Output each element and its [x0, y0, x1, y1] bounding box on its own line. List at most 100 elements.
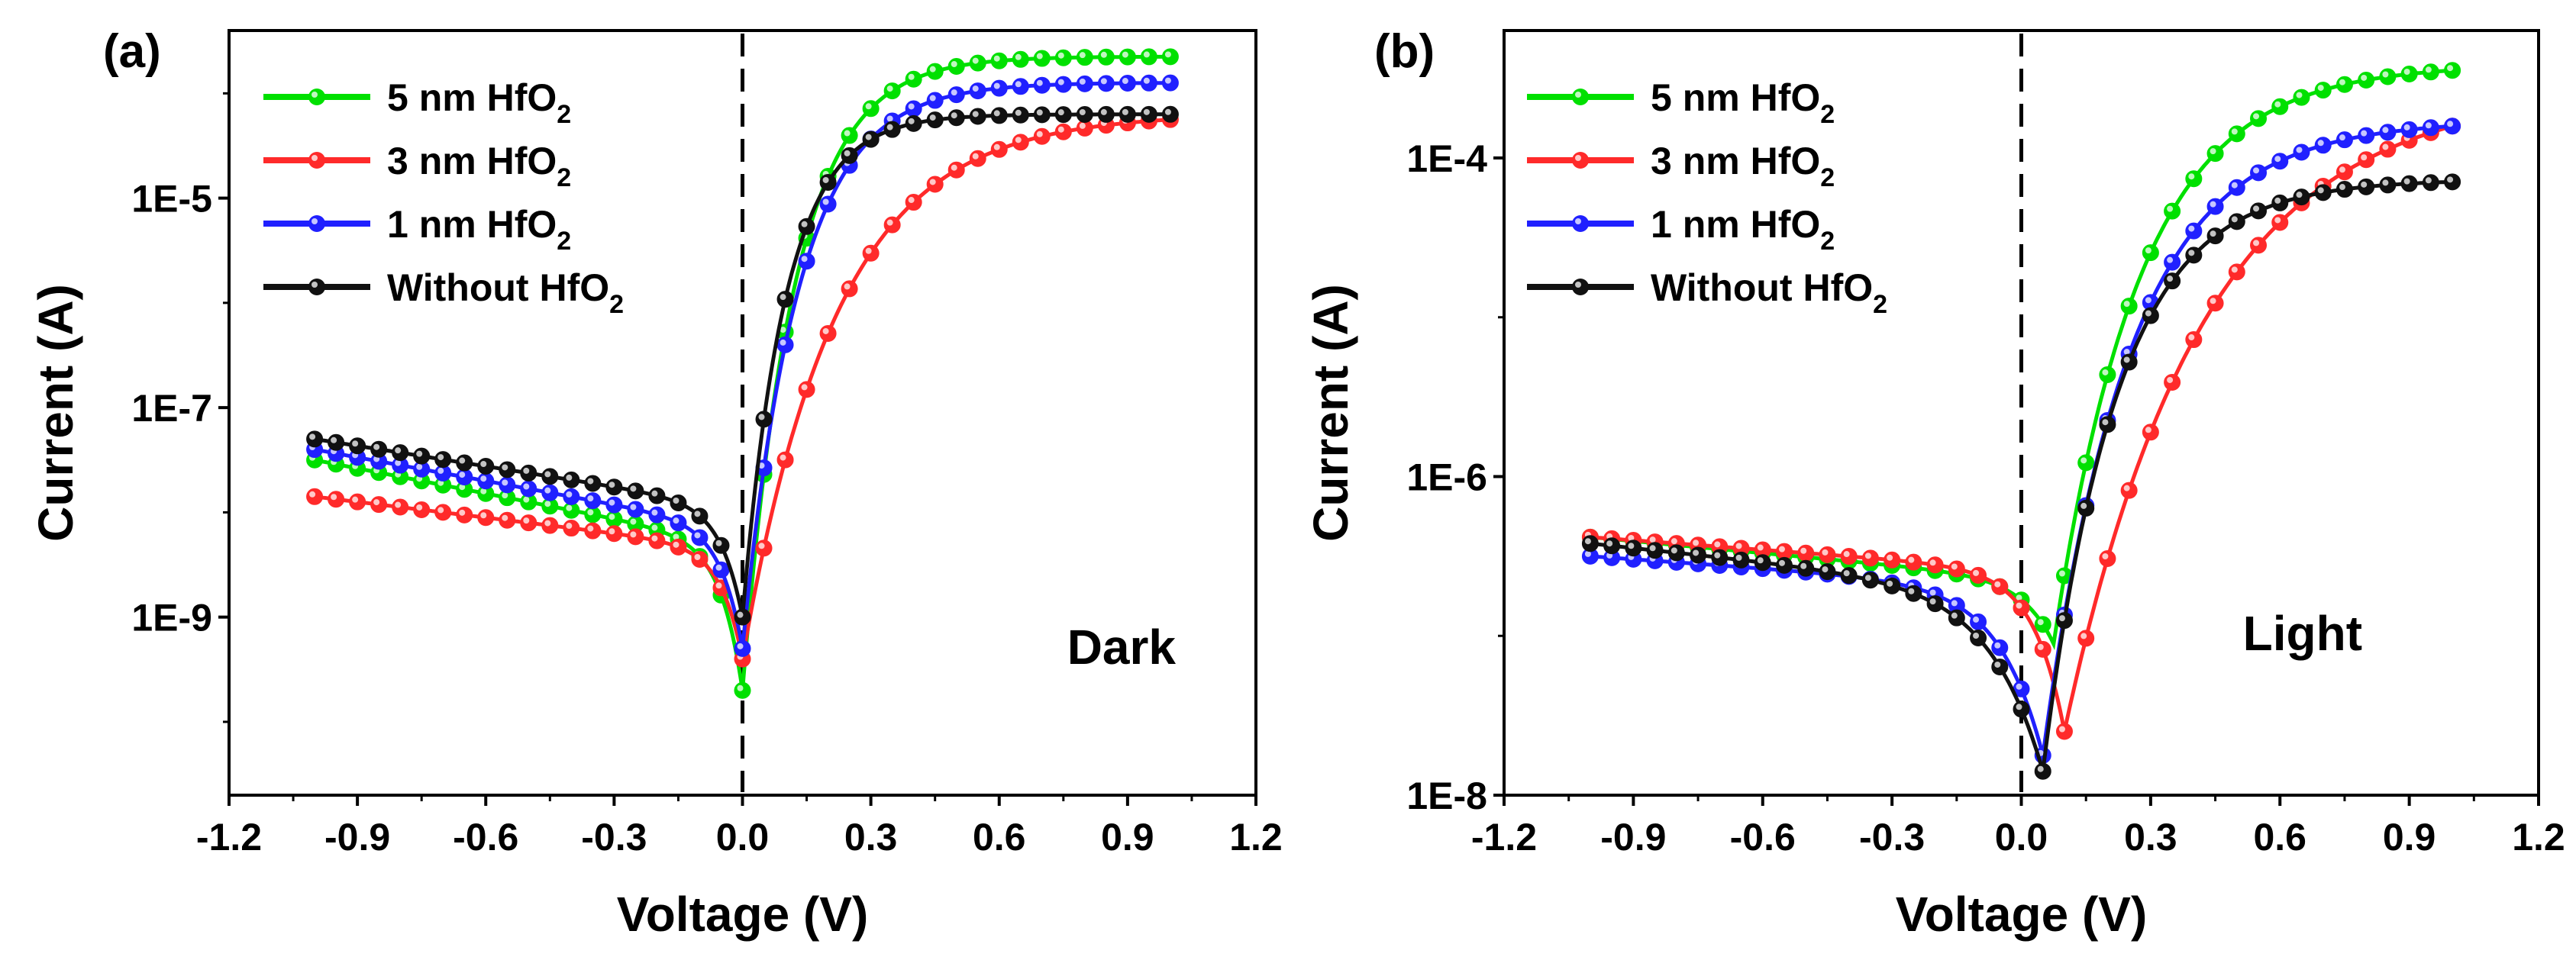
series-point-highlight [2102, 419, 2109, 426]
series-point-highlight [673, 533, 680, 540]
x-tick-label: 0.0 [1995, 816, 2048, 859]
series-point [1970, 566, 1987, 584]
series-point-highlight [929, 95, 936, 101]
series-point-highlight [651, 535, 658, 542]
series-point [755, 411, 773, 428]
series-point-highlight [844, 283, 851, 290]
series-point [2379, 124, 2397, 141]
series-point-highlight [1036, 130, 1043, 137]
series-point [2185, 222, 2203, 240]
series-point-highlight [1822, 549, 1829, 556]
series-point-highlight [651, 509, 658, 516]
legend-marker [1572, 279, 1589, 295]
series-point [947, 86, 965, 104]
series-point-highlight [2317, 187, 2324, 194]
panel-label: (a) [103, 25, 161, 78]
series-point [2185, 170, 2203, 188]
series-point [862, 244, 880, 262]
series-point-highlight [1036, 53, 1043, 60]
series-point [2422, 119, 2439, 137]
series-point [2120, 482, 2138, 499]
legend-label-subscript: 2 [1820, 227, 1835, 256]
series-point-highlight [951, 60, 957, 67]
series-point-highlight [437, 507, 444, 514]
y-tick-label: 1E-7 [131, 387, 212, 430]
series-point-highlight [566, 504, 573, 511]
series-point [2444, 118, 2461, 135]
series-point [2293, 188, 2310, 206]
y-axis-title: Current (A) [28, 284, 83, 542]
series-point [1097, 75, 1115, 92]
series-point-highlight [1057, 126, 1064, 133]
series-point-highlight [822, 327, 829, 334]
series-point [990, 140, 1008, 158]
series-point-highlight [1122, 108, 1128, 115]
series-point-highlight [822, 176, 829, 183]
series-point-highlight [416, 463, 423, 470]
series-point-highlight [1671, 547, 1677, 554]
series-point [2400, 175, 2418, 192]
series-point-highlight [1887, 554, 1893, 561]
series-point-highlight [2123, 301, 2130, 308]
series-point-highlight [523, 517, 530, 524]
series-point-highlight [2447, 121, 2454, 127]
series-point-highlight [2253, 167, 2260, 174]
legend-marker-highlight [1575, 282, 1581, 288]
series-point [2422, 174, 2439, 192]
series-point-highlight [2274, 156, 2281, 163]
series-point-highlight [1036, 109, 1043, 116]
chart-panel-b: -1.2 -0.9 -0.6 -0.3 0.0 0.3 0.6 0.9 1.2 1E-8 1E-6 1… [1303, 25, 2565, 942]
legend-label: Without HfO2 [1651, 266, 1887, 319]
x-tick-label: -0.6 [453, 816, 518, 859]
series-point-highlight [1973, 616, 1980, 623]
series-point-highlight [1143, 77, 1150, 84]
series-point [883, 82, 901, 100]
series-point-highlight [2123, 356, 2130, 363]
series-point [1054, 49, 1072, 66]
panel-label: (b) [1374, 25, 1435, 78]
series-point-highlight [1100, 51, 1107, 58]
series-point [841, 127, 858, 144]
series-point [541, 468, 559, 485]
series-point-highlight [1649, 536, 1656, 543]
series-point [2358, 178, 2375, 195]
series-point [841, 280, 858, 298]
series-point-highlight [1164, 108, 1171, 115]
series-point [969, 108, 986, 125]
series-point [1690, 546, 1707, 564]
series-point-highlight [2210, 298, 2216, 304]
legend-marker [1572, 89, 1589, 105]
legend-label-name: 1 nm HfO [387, 203, 557, 246]
series-point [734, 608, 751, 626]
series-point-highlight [865, 103, 872, 110]
series-point-highlight [2123, 349, 2130, 356]
series-point [2379, 176, 2397, 194]
series-point [1754, 554, 1771, 572]
series-point-highlight [951, 112, 957, 119]
series-point-highlight [865, 247, 872, 254]
series-point [2077, 630, 2095, 647]
series-point [1905, 553, 1922, 571]
series-point [2034, 616, 2051, 633]
series-point-highlight [480, 512, 487, 519]
series-point [1861, 549, 1879, 567]
y-tick-label: 1E-4 [1406, 137, 1487, 180]
series-point [2271, 214, 2289, 231]
series-point [1884, 577, 1901, 594]
series-point-highlight [1649, 545, 1656, 552]
x-tick-label: -0.9 [324, 816, 390, 859]
series-point-highlight [2058, 615, 2065, 622]
legend-label-subscript: 2 [609, 290, 624, 319]
series-point-highlight [2382, 71, 2389, 78]
series-point-highlight [2016, 704, 2022, 710]
series-point [2422, 63, 2439, 81]
legend-label-name: 3 nm HfO [1651, 140, 1820, 182]
series-point [434, 504, 452, 521]
series-point [1970, 629, 1987, 646]
legend-label: 3 nm HfO2 [1651, 140, 1835, 192]
series-point-highlight [886, 219, 893, 226]
series-point [2142, 244, 2159, 262]
series-point-highlight [1693, 549, 1700, 556]
series-point-highlight [2361, 181, 2368, 188]
series-point [1033, 76, 1051, 94]
